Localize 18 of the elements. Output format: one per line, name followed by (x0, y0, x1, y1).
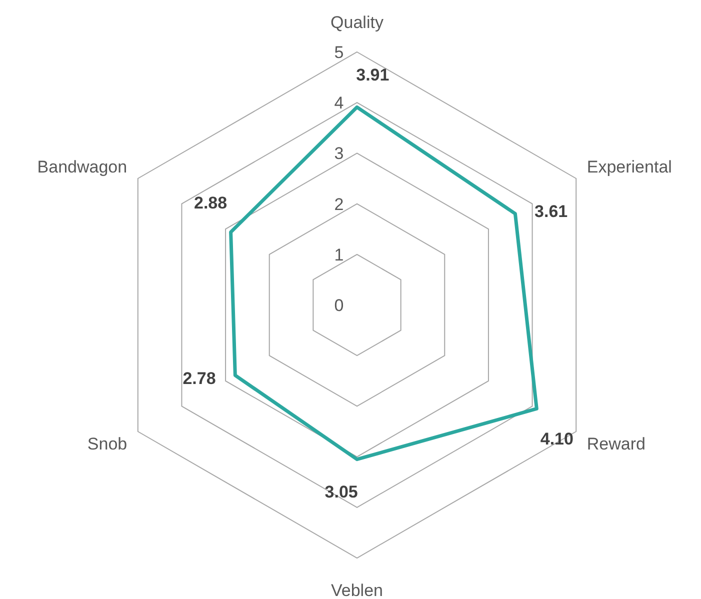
spoke-label: Snob (87, 434, 128, 454)
data-label: 2.78 (182, 368, 216, 388)
y-tick-label: 4 (334, 94, 344, 113)
spoke-label: Experiental (586, 158, 672, 176)
data-label: 3.61 (534, 202, 568, 222)
y-tick-label: 5 (334, 43, 344, 62)
y-tick-label: 1 (334, 245, 344, 264)
spoke-label: Quality (330, 13, 384, 32)
data-label: 2.88 (194, 193, 228, 212)
spoke-label: Bandwagon (37, 158, 128, 176)
spoke-label: Reward (586, 434, 646, 454)
spoke-label: Veblen (331, 581, 383, 599)
y-tick-label: 3 (334, 144, 344, 164)
y-tick-label: 0 (334, 296, 344, 315)
data-label: 3.91 (356, 66, 390, 85)
data-label: 4.10 (540, 430, 574, 448)
data-label: 3.05 (324, 482, 358, 502)
y-tick-label: 2 (334, 194, 344, 214)
